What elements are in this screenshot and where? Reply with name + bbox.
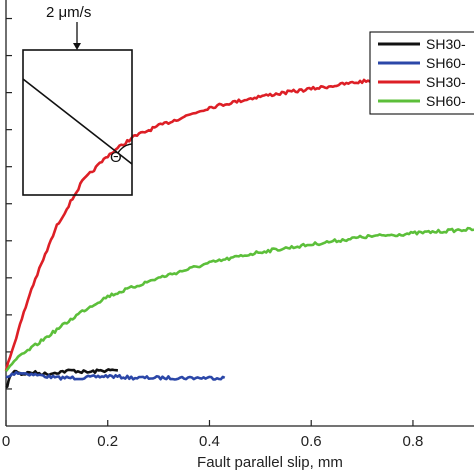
load-arrow-head — [73, 43, 81, 50]
series-layer — [4, 67, 474, 389]
legend-label-4: SH60- — [426, 93, 466, 109]
legend-label-2: SH60- — [426, 55, 466, 71]
x-tick-label: 0.6 — [301, 433, 322, 450]
legend-items: SH30- SH60- SH30- SH60- — [378, 36, 466, 109]
series-line-4 — [4, 226, 474, 373]
x-tick-label: 0.4 — [199, 433, 220, 450]
axes: 0 0.2 0.4 0.6 0.8 — [2, 0, 474, 450]
angle-label: Θ — [110, 149, 122, 166]
x-tick-label: 0.8 — [403, 433, 424, 450]
fault-line — [22, 78, 133, 165]
angle-arc — [117, 143, 133, 154]
series-line-2 — [5, 370, 226, 381]
sample-box — [22, 49, 133, 196]
legend-label-1: SH30- — [426, 36, 466, 52]
series-line-1 — [5, 368, 119, 389]
legend-label-3: SH30- — [426, 74, 466, 90]
x-tick-label: 0.2 — [97, 433, 118, 450]
x-axis-title: Fault parallel slip, mm — [197, 454, 343, 471]
legend: SH30- SH60- SH30- SH60- — [369, 31, 474, 115]
inset-diagram: 2 μm/s Θ — [22, 4, 133, 196]
arrow-label: 2 μm/s — [46, 4, 91, 21]
x-tick-label: 0 — [2, 433, 10, 450]
